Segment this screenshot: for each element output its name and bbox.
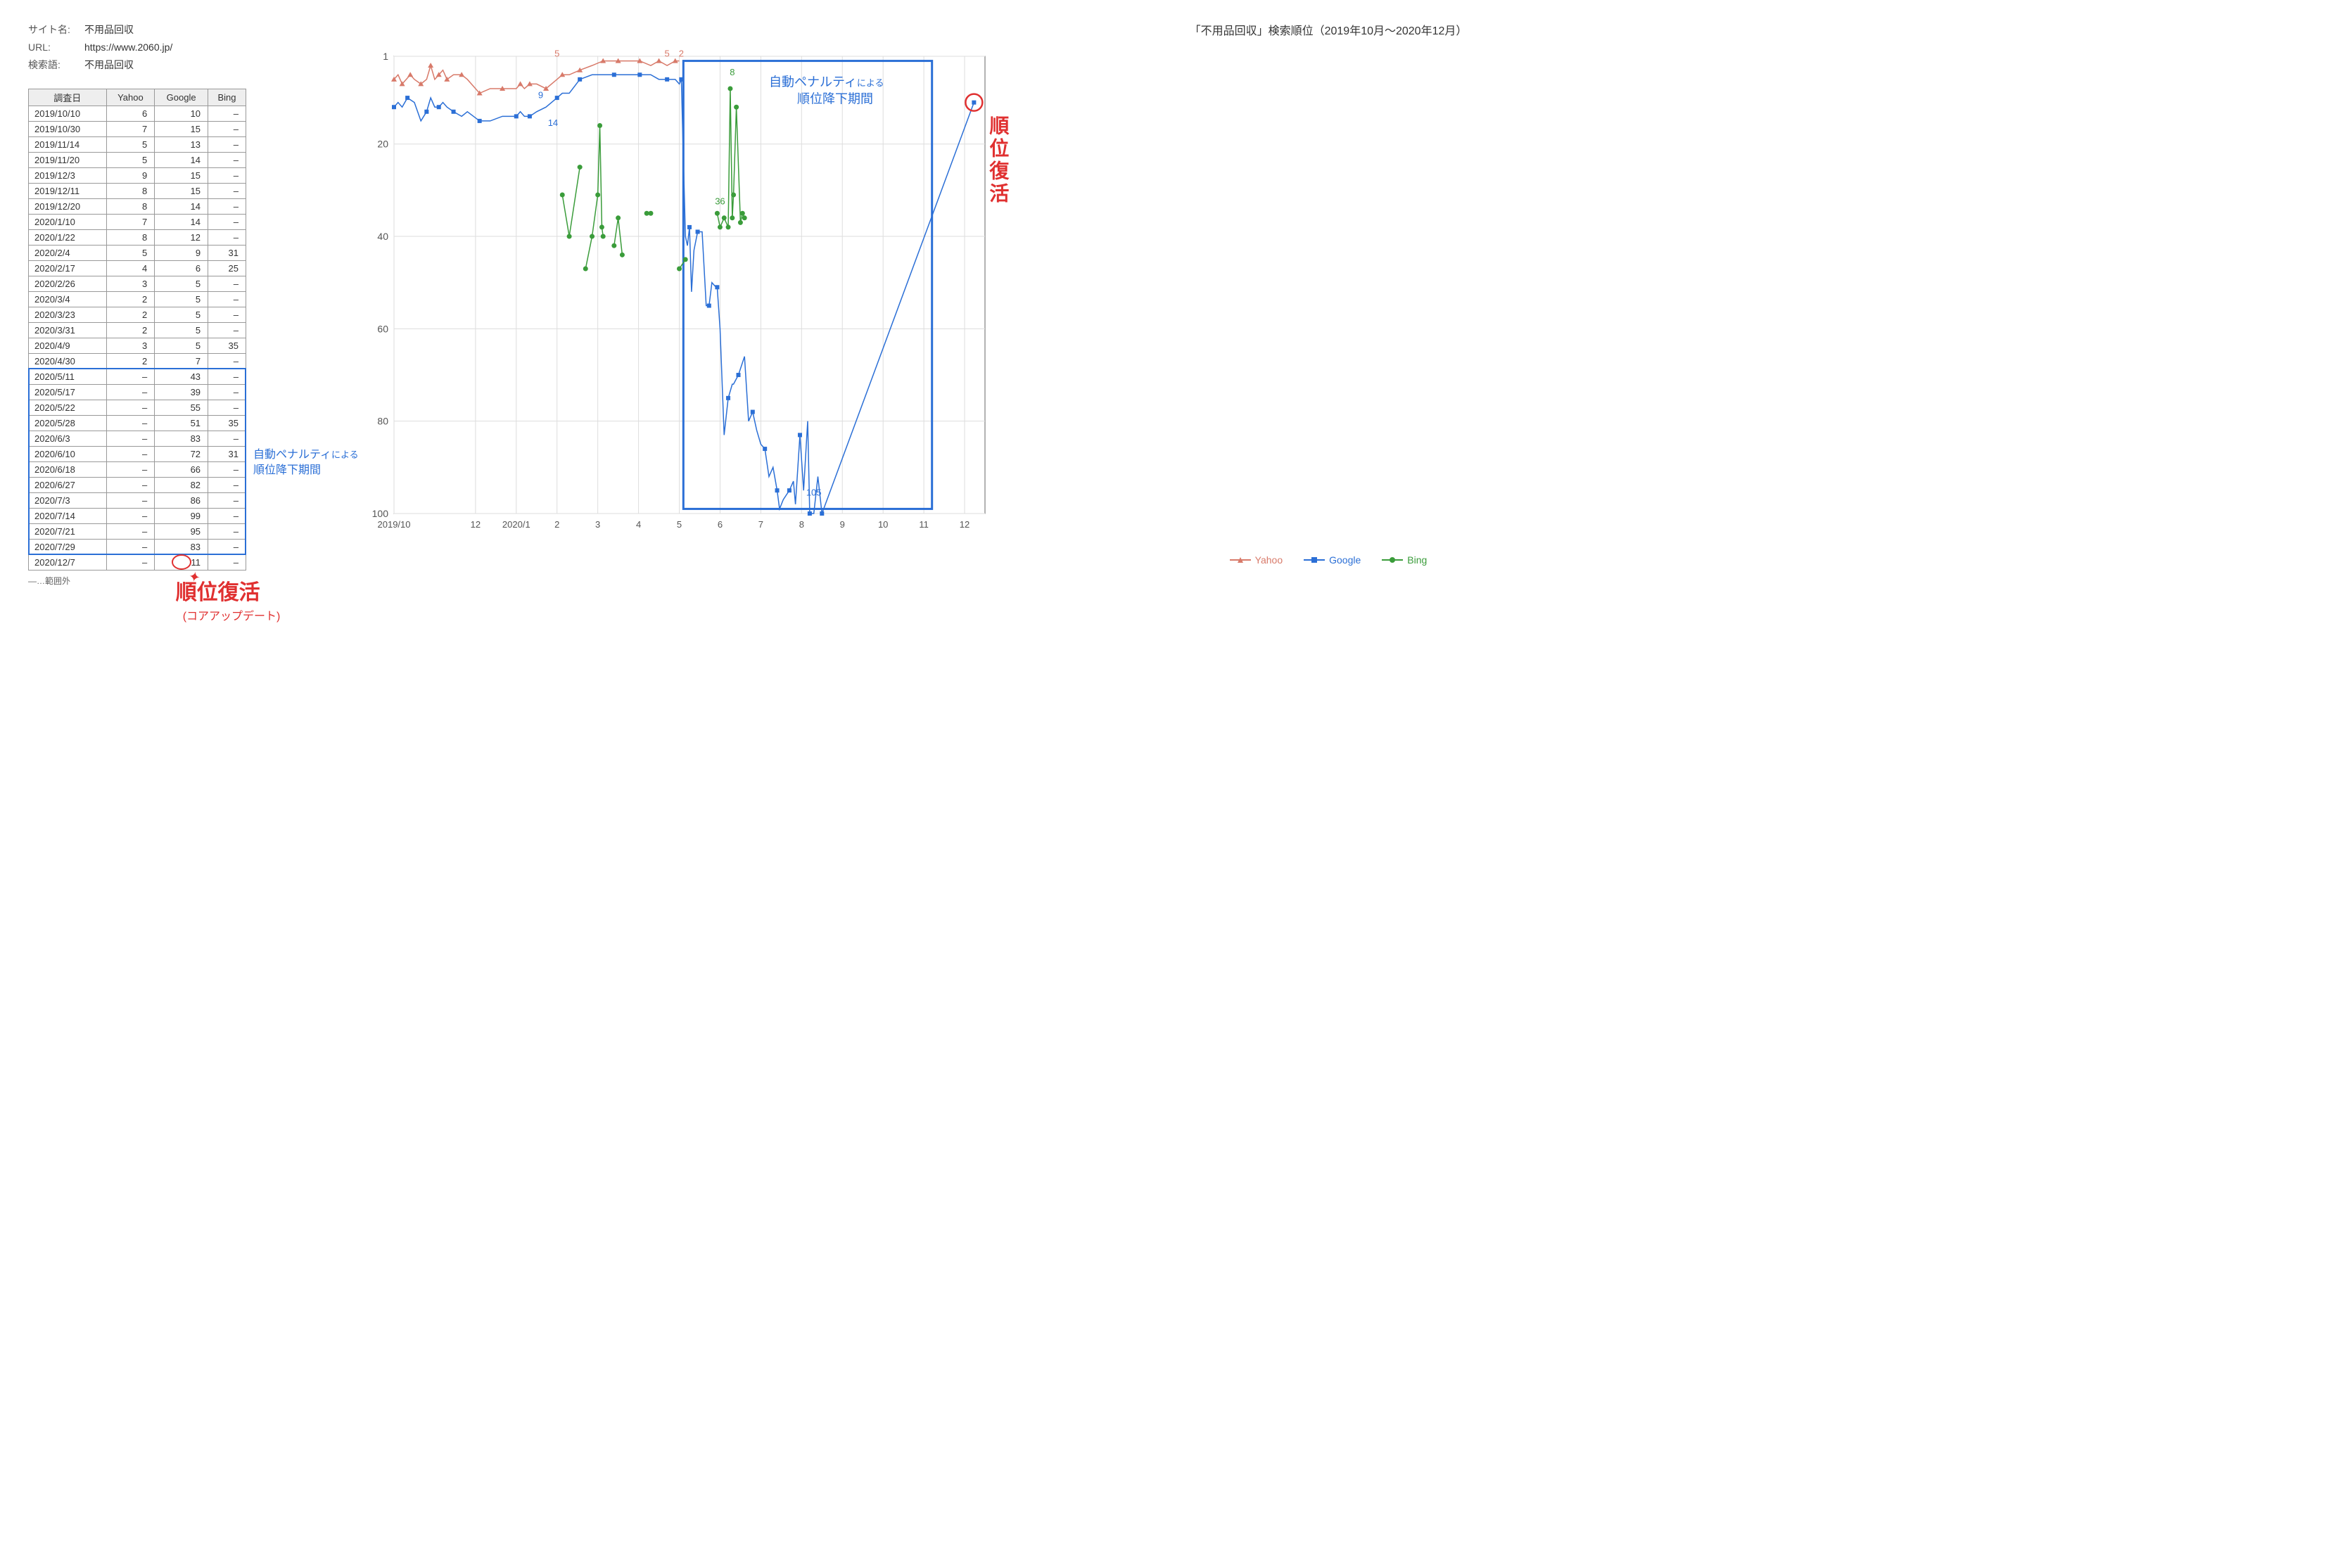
table-recovery-sub: (コアアップデート) [183, 606, 281, 623]
legend: Yahoo Google Bing [352, 554, 2305, 566]
table-row: 2019/12/20814– [29, 198, 246, 214]
table-row: 2020/1/22812– [29, 229, 246, 245]
keyword-value: 不用品回収 [84, 56, 134, 74]
table-row: 2020/7/29–83– [29, 539, 246, 554]
table-row: 2020/7/14–99– [29, 508, 246, 523]
svg-text:2019/10: 2019/10 [378, 519, 411, 530]
table-row: 2019/10/30715– [29, 121, 246, 136]
legend-yahoo-label: Yahoo [1255, 554, 1283, 566]
table-row: 2020/7/21–95– [29, 523, 246, 539]
table-row: 2020/6/27–82– [29, 477, 246, 492]
keyword-label: 検索語: [28, 56, 84, 74]
table-row: 2020/6/10–7231 [29, 446, 246, 461]
svg-text:14: 14 [548, 117, 558, 128]
table-row: 2019/10/10610– [29, 106, 246, 121]
table-row: 2020/2/45931 [29, 245, 246, 260]
table-row: 2020/5/17–39– [29, 384, 246, 400]
svg-text:2: 2 [554, 519, 559, 530]
svg-text:1: 1 [383, 51, 388, 62]
chart-title: 「不用品回収」検索順位（2019年10月～2020年12月） [352, 21, 2305, 38]
rank-table: 調査日YahooGoogleBing 2019/10/10610–2019/10… [28, 89, 246, 571]
svg-text:9: 9 [840, 519, 845, 530]
svg-text:4: 4 [636, 519, 641, 530]
table-row: 2020/4/3027– [29, 353, 246, 369]
table-row: 2020/2/174625 [29, 260, 246, 276]
table-row: 2020/5/11–43– [29, 369, 246, 384]
chart-svg: 1 20 40 60 80 1002019/10 12 2020/1 2 3 4 5 6 7 8 9 10 11 1… [352, 42, 999, 549]
table-header: Bing [208, 89, 246, 106]
table-row: 2019/11/14513– [29, 136, 246, 152]
svg-text:100: 100 [372, 508, 389, 519]
svg-text:5: 5 [677, 519, 682, 530]
site-value: 不用品回収 [84, 21, 134, 39]
svg-text:3: 3 [595, 519, 600, 530]
table-row: 2020/1/10714– [29, 214, 246, 229]
svg-text:2: 2 [679, 49, 684, 59]
rank-table-wrap: 調査日YahooGoogleBing 2019/10/10610–2019/10… [28, 89, 246, 587]
table-row: 2020/7/3–86– [29, 492, 246, 508]
site-label: サイト名: [28, 21, 84, 39]
svg-text:順位降下期間: 順位降下期間 [797, 91, 873, 106]
svg-text:60: 60 [377, 323, 388, 334]
legend-yahoo: Yahoo [1230, 554, 1283, 566]
table-row: 2019/11/20514– [29, 152, 246, 167]
svg-text:7: 7 [758, 519, 763, 530]
chart-area: 1 20 40 60 80 1002019/10 12 2020/1 2 3 4 5 6 7 8 9 10 11 1… [352, 42, 2305, 549]
table-row: 2020/6/18–66– [29, 461, 246, 477]
meta-block: サイト名: 不用品回収 URL: https://www.2060.jp/ 検索… [28, 21, 324, 75]
table-header: Google [155, 89, 208, 106]
svg-text:12: 12 [960, 519, 970, 530]
svg-text:5: 5 [554, 49, 559, 59]
table-row: 2020/5/28–5135 [29, 415, 246, 431]
legend-bing-label: Bing [1407, 554, 1427, 566]
svg-text:9: 9 [538, 90, 543, 101]
table-row: 2019/12/11815– [29, 183, 246, 198]
url-value: https://www.2060.jp/ [84, 39, 172, 56]
svg-text:6: 6 [718, 519, 723, 530]
table-penalty-label: 自動ペナルティによる順位降下期間 [253, 447, 359, 479]
table-header: 調査日 [29, 89, 107, 106]
svg-text:10: 10 [878, 519, 888, 530]
table-row: 2020/4/93535 [29, 338, 246, 353]
table-row: 2020/3/2325– [29, 307, 246, 322]
svg-text:8: 8 [730, 67, 735, 77]
svg-text:36: 36 [715, 196, 725, 207]
chart-recovery-vertical: 順位復活 [984, 115, 1012, 205]
table-recovery-label: 順位復活 [176, 581, 260, 604]
table-row: 2020/2/2635– [29, 276, 246, 291]
svg-text:5: 5 [665, 49, 670, 59]
legend-google-label: Google [1329, 554, 1361, 566]
svg-text:11: 11 [919, 519, 929, 530]
table-header: Yahoo [106, 89, 155, 106]
table-row: 2020/3/425– [29, 291, 246, 307]
url-label: URL: [28, 39, 84, 56]
svg-text:20: 20 [377, 139, 388, 150]
svg-text:40: 40 [377, 231, 388, 242]
svg-text:80: 80 [377, 416, 388, 427]
table-row: 2020/12/7–11– [29, 554, 246, 570]
legend-google: Google [1304, 554, 1361, 566]
svg-text:12: 12 [471, 519, 481, 530]
table-row: 2020/5/22–55– [29, 400, 246, 415]
legend-bing: Bing [1382, 554, 1427, 566]
table-row: 2019/12/3915– [29, 167, 246, 183]
table-row: 2020/6/3–83– [29, 431, 246, 446]
svg-text:8: 8 [799, 519, 804, 530]
table-row: 2020/3/3125– [29, 322, 246, 338]
svg-text:105: 105 [806, 487, 822, 497]
svg-text:2020/1: 2020/1 [502, 519, 530, 530]
